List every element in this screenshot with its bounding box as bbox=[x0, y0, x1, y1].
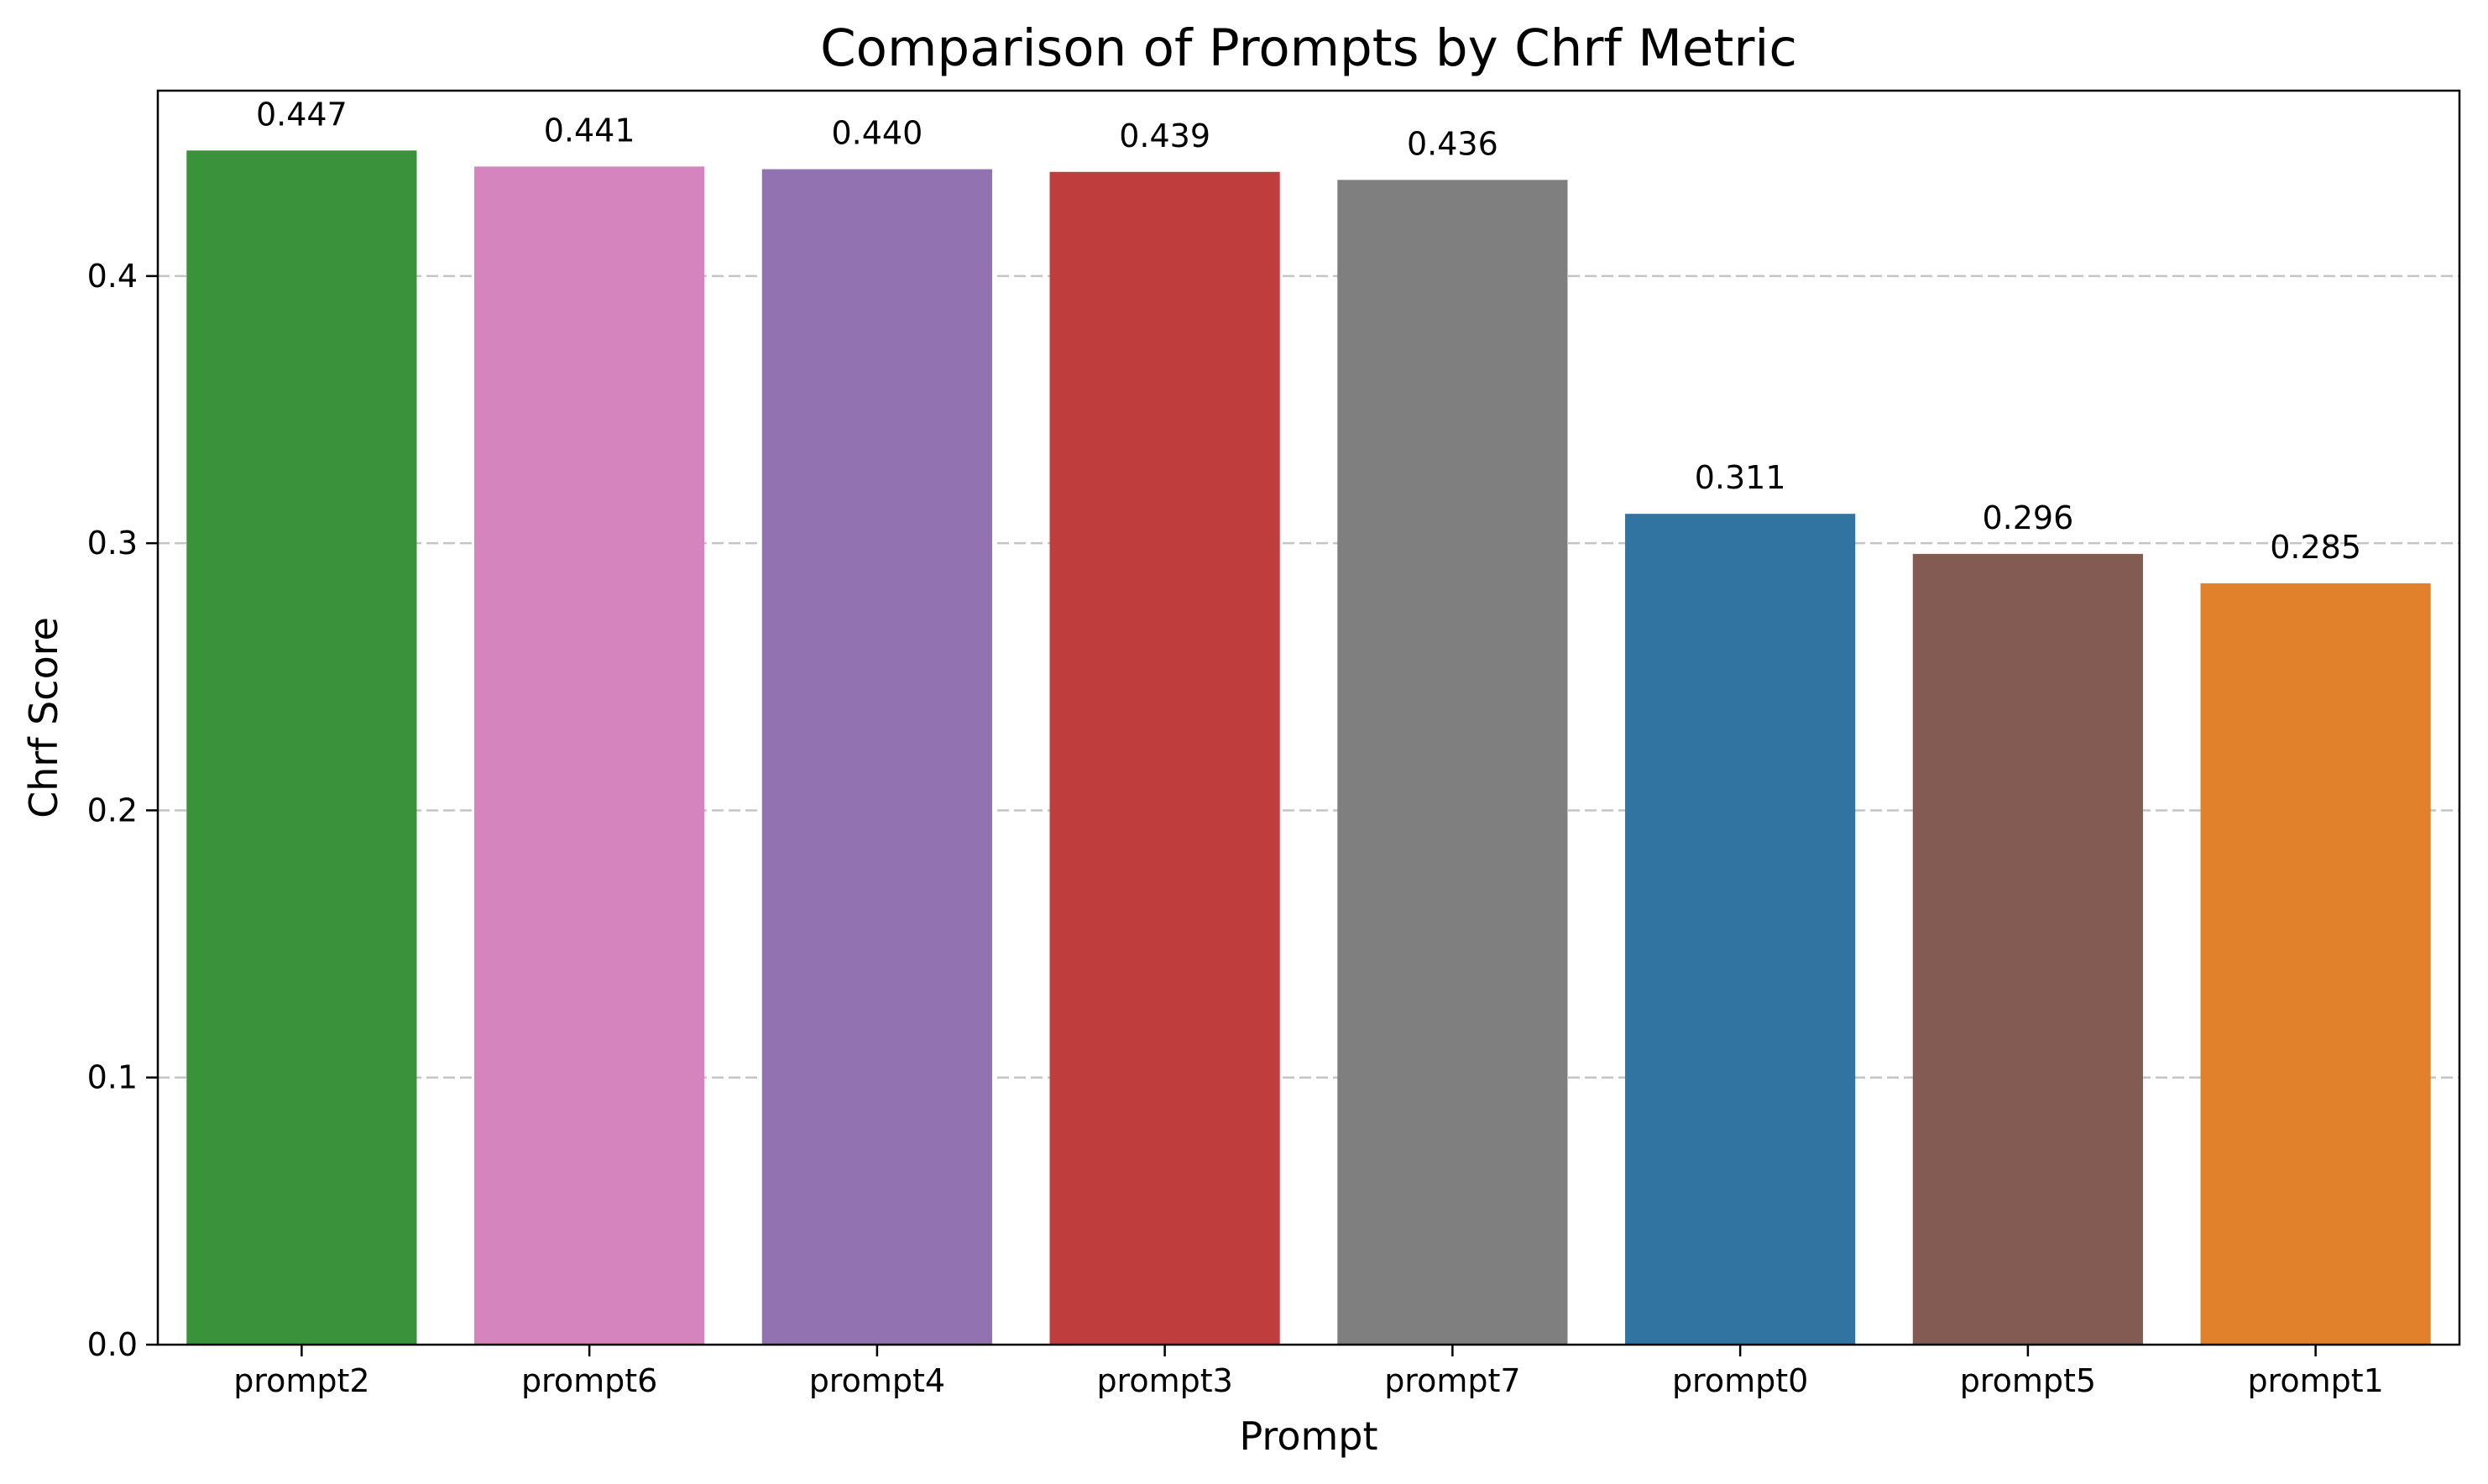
data-label-prompt1: 0.285 bbox=[2270, 529, 2361, 566]
bar-prompt6 bbox=[474, 166, 705, 1346]
x-tick-label-prompt7: prompt7 bbox=[1384, 1362, 1520, 1399]
bar-prompt7 bbox=[1337, 180, 1568, 1346]
y-tick-label: 0.0 bbox=[87, 1326, 138, 1363]
chart-title: Comparison of Prompts by Chrf Metric bbox=[820, 18, 1797, 78]
bar-prompt4 bbox=[761, 169, 992, 1345]
y-axis: 0.0 0.1 0.2 0.3 0.4 bbox=[87, 258, 158, 1363]
data-label-prompt6: 0.441 bbox=[544, 112, 635, 149]
y-tick-label: 0.3 bbox=[87, 525, 138, 562]
y-tick-label: 0.4 bbox=[87, 258, 138, 295]
data-label-prompt3: 0.439 bbox=[1119, 118, 1210, 154]
x-tick-label-prompt0: prompt0 bbox=[1672, 1362, 1808, 1399]
data-label-prompt7: 0.436 bbox=[1407, 125, 1498, 162]
y-tick-label: 0.1 bbox=[87, 1059, 138, 1096]
bar-prompt3 bbox=[1049, 171, 1280, 1345]
x-tick-label-prompt3: prompt3 bbox=[1096, 1362, 1232, 1399]
plot-frame bbox=[156, 89, 2461, 1346]
x-tick-label-prompt2: prompt2 bbox=[233, 1362, 369, 1399]
x-axis-label: Prompt bbox=[1239, 1413, 1377, 1459]
bar-prompt0 bbox=[1625, 514, 1856, 1345]
data-label-prompt0: 0.311 bbox=[1695, 459, 1786, 496]
bar-prompt5 bbox=[1912, 553, 2143, 1345]
x-axis: prompt2 prompt6 prompt4 prompt3 prompt7 promp… bbox=[233, 1345, 2384, 1399]
bar-prompt1 bbox=[2200, 583, 2431, 1345]
bar-prompt2 bbox=[186, 150, 417, 1345]
x-tick-label-prompt6: prompt6 bbox=[521, 1362, 657, 1399]
bars bbox=[186, 150, 2431, 1346]
y-tick-label: 0.2 bbox=[87, 792, 138, 828]
data-labels: 0.447 0.441 0.440 0.439 0.436 0.311 0.296 0.285 bbox=[256, 96, 2361, 566]
x-tick-label-prompt4: prompt4 bbox=[809, 1362, 945, 1399]
x-tick-label-prompt1: prompt1 bbox=[2247, 1362, 2383, 1399]
data-label-prompt5: 0.296 bbox=[1982, 499, 2073, 536]
y-axis-label: Chrf Score bbox=[21, 617, 66, 818]
x-tick-label-prompt5: prompt5 bbox=[1960, 1362, 2096, 1399]
data-label-prompt2: 0.447 bbox=[256, 96, 348, 133]
data-label-prompt4: 0.440 bbox=[831, 115, 923, 152]
